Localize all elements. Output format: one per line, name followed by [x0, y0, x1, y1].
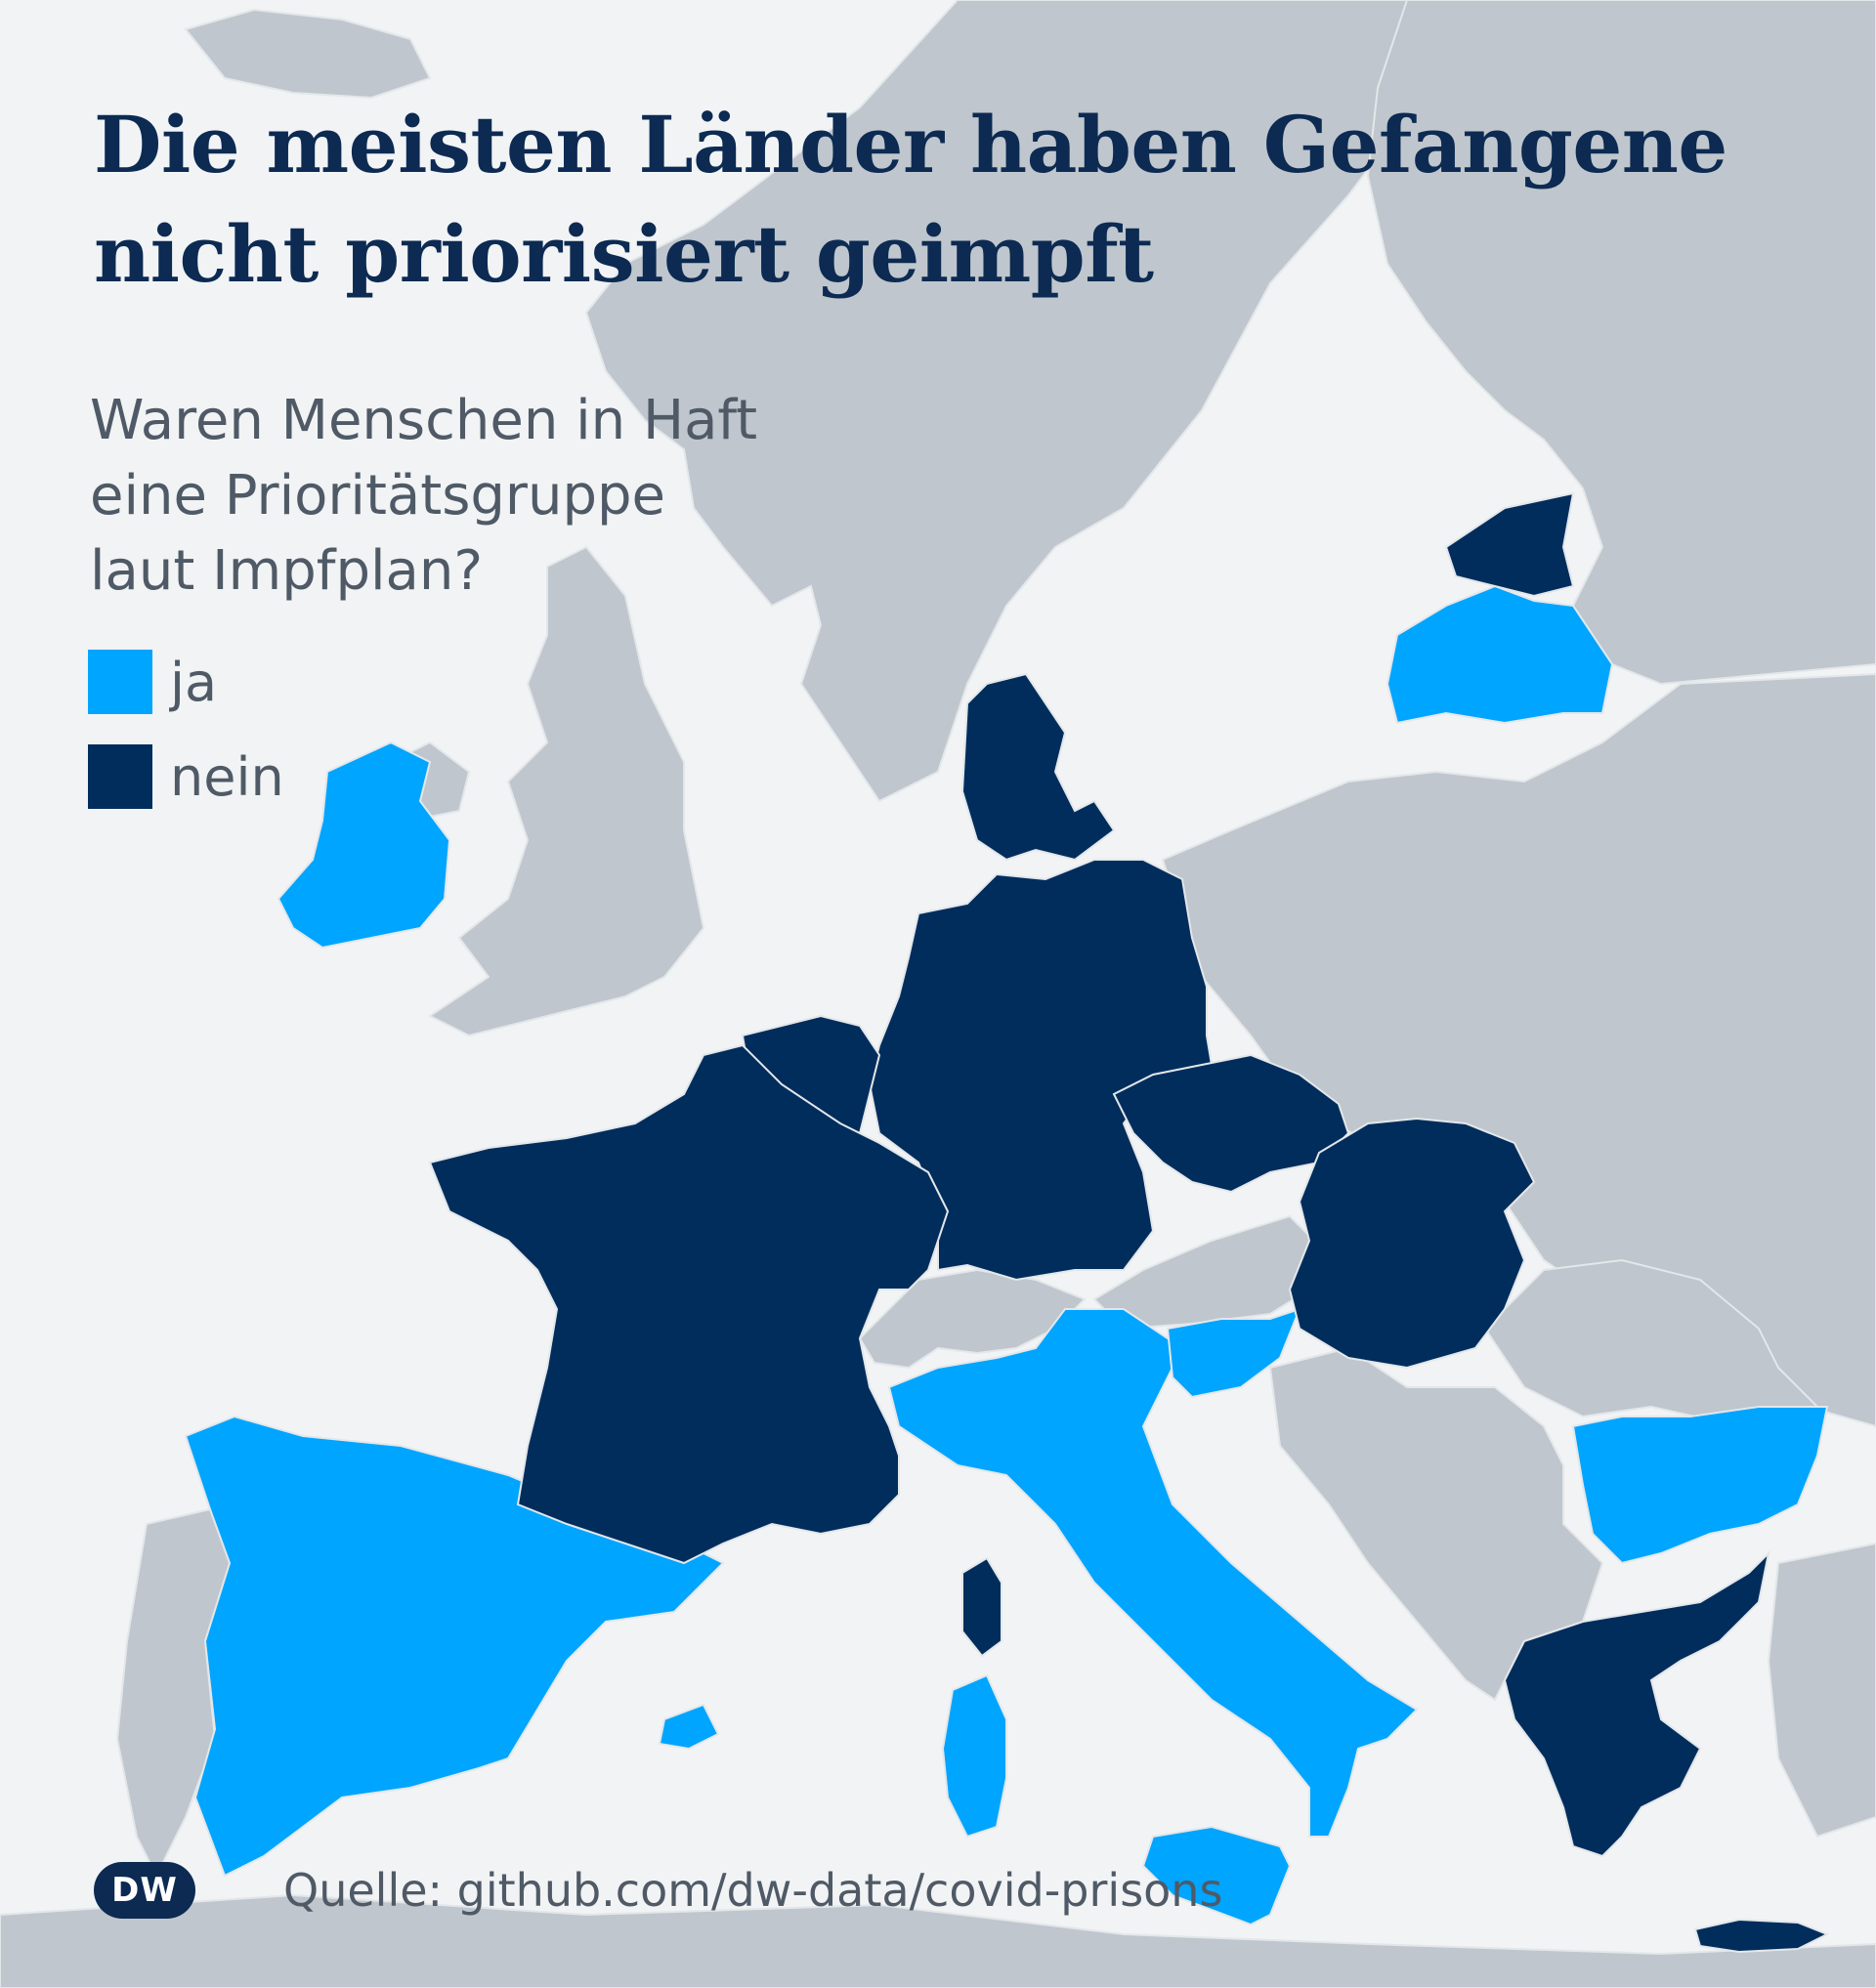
country-france: [428, 1043, 950, 1565]
legend-item-ja: ja: [88, 650, 217, 714]
country-germany: [868, 859, 1214, 1282]
dw-logo: DW: [94, 1862, 195, 1919]
legend-question-line-3: laut Impfplan?: [90, 539, 484, 603]
legend-question-line-2: eine Prioritätsgruppe: [90, 464, 665, 528]
legend-question-line-1: Waren Menschen in Haft: [90, 389, 758, 452]
country-corsica: [961, 1556, 1002, 1658]
title-line-2: nicht priorisiert geimpft: [94, 208, 1154, 300]
region-finland-russia: [1366, 0, 1876, 686]
region-romania: [1483, 1258, 1819, 1428]
title-line-1: Die meisten Länder haben Gefangene: [94, 99, 1727, 190]
region-iceland: [184, 8, 432, 100]
country-italy: [887, 1308, 1419, 1838]
legend-swatch-ja: [88, 650, 152, 714]
country-balearic: [658, 1703, 720, 1751]
region-turkey: [1767, 1542, 1876, 1839]
country-bulgaria: [1571, 1406, 1829, 1565]
legend-question: Waren Menschen in Haft eine Prioritätsgr…: [90, 383, 757, 609]
country-ireland: [277, 740, 451, 950]
country-sicily: [1141, 1825, 1292, 1926]
country-greece: [1503, 1549, 1770, 1858]
country-slovakia-hungary: [1288, 1117, 1536, 1370]
legend-item-nein: nein: [88, 744, 284, 809]
legend-swatch-nein: [88, 744, 152, 809]
country-estonia: [1444, 491, 1575, 598]
legend-label-nein: nein: [170, 745, 284, 808]
legend-label-ja: ja: [170, 651, 218, 713]
country-denmark: [960, 672, 1116, 862]
chart-title: Die meisten Länder haben Gefangene nicht…: [94, 90, 1727, 309]
region-uk: [428, 545, 705, 1037]
nein-countries: [428, 491, 1830, 1954]
region-switzerland: [858, 1268, 1087, 1370]
dw-logo-text: DW: [111, 1871, 178, 1910]
country-sardinia: [941, 1673, 1007, 1839]
footer: DW Quelle: github.com/dw-data/covid-pris…: [94, 1862, 1222, 1919]
country-slovenia: [1166, 1307, 1301, 1399]
country-crete: [1693, 1918, 1830, 1954]
region-scandinavia: [584, 0, 1408, 803]
region-north-africa: [0, 1893, 1876, 1988]
source-note: Quelle: github.com/dw-data/covid-prisons: [283, 1864, 1223, 1917]
